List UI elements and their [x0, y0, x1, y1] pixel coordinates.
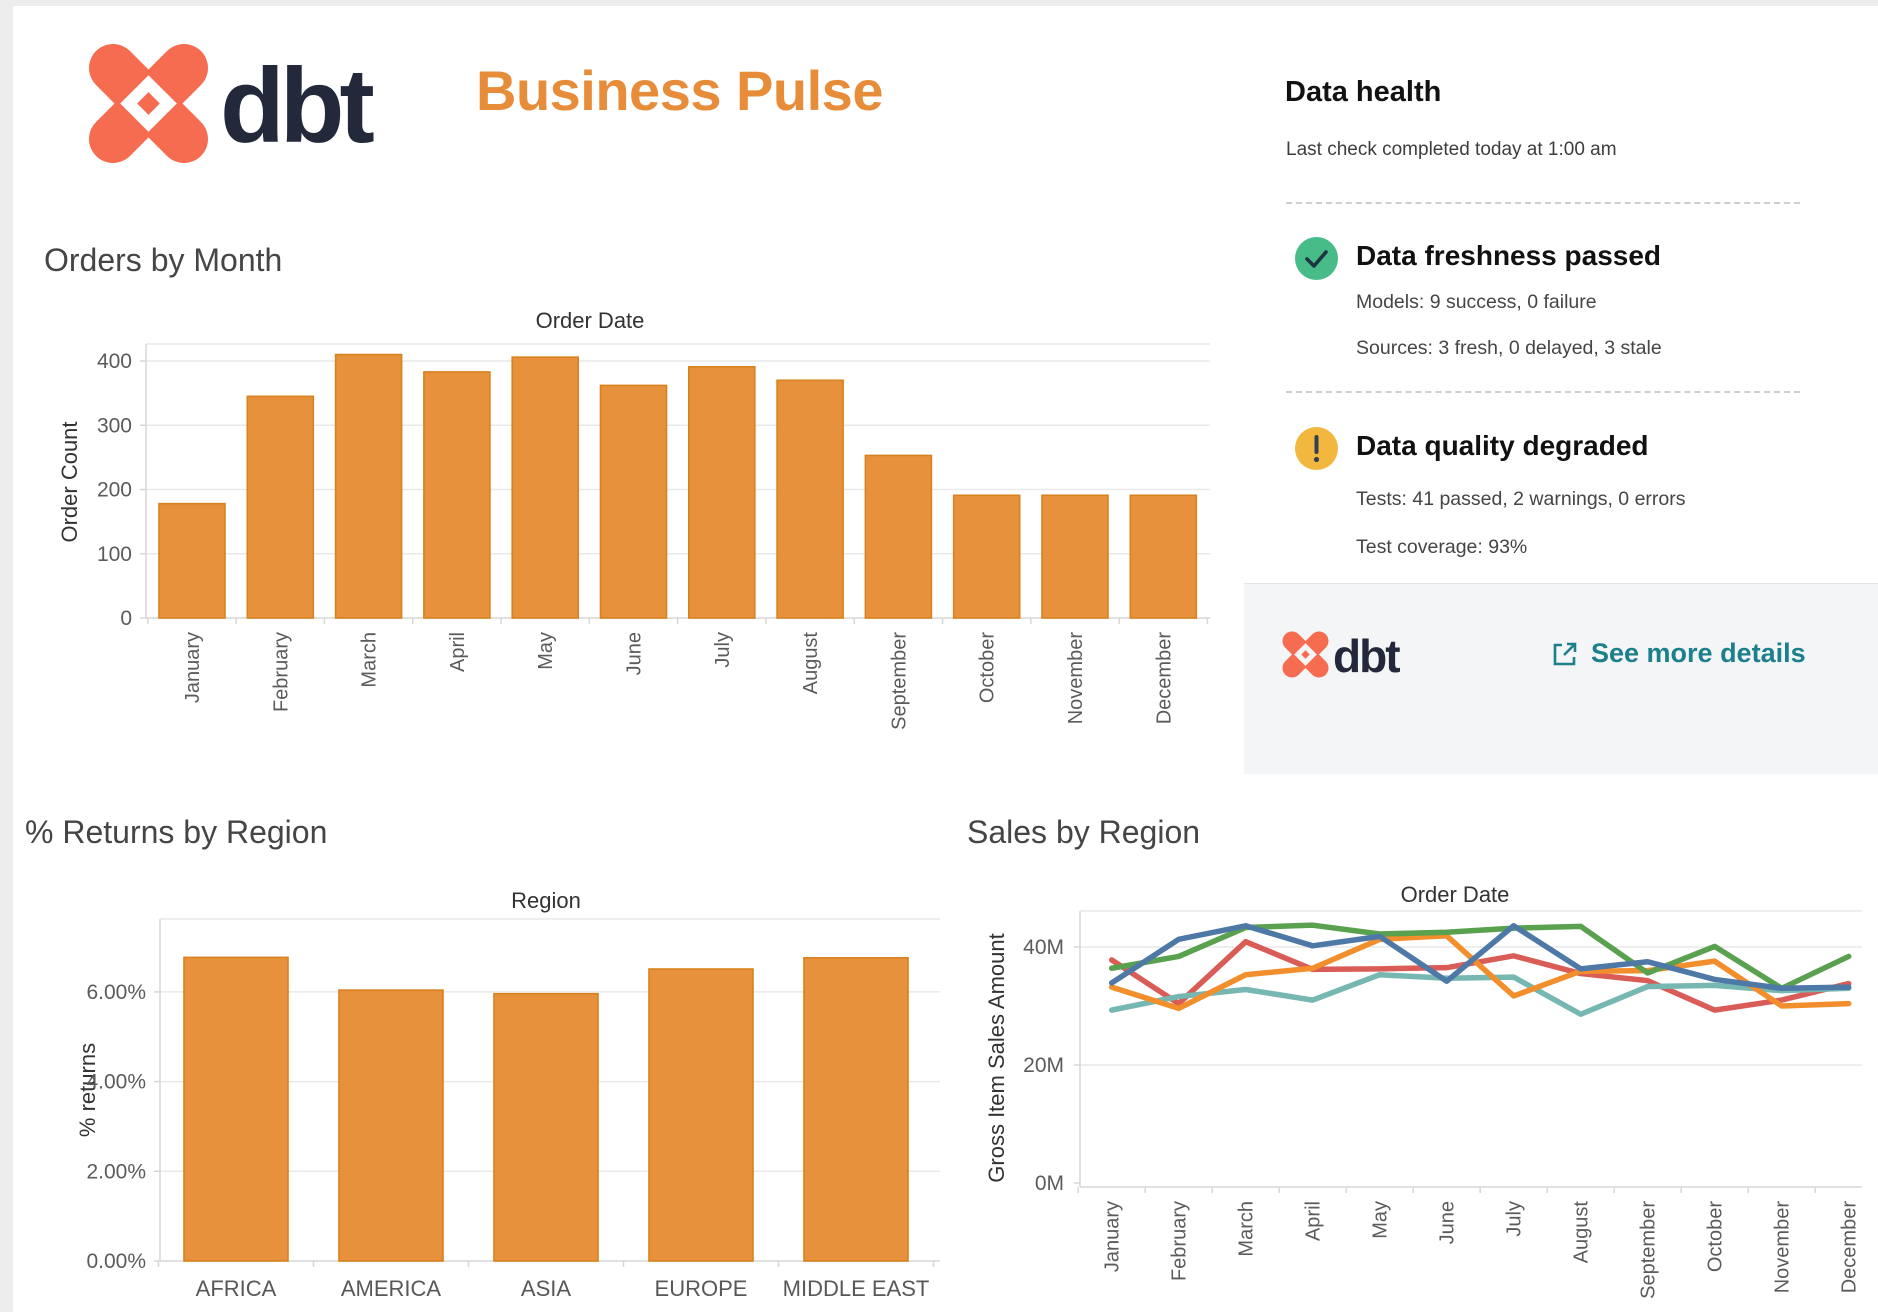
y-tick-label: 0.00% [86, 1250, 146, 1273]
x-tick-label: October [1705, 1201, 1727, 1272]
y-tick-label: 0M [1035, 1172, 1064, 1195]
x-tick-label: August [800, 632, 822, 695]
sales-yaxis-title: Gross Item Sales Amount [984, 933, 1009, 1183]
bar-August[interactable] [776, 379, 844, 619]
x-tick-label: May [535, 632, 557, 670]
x-tick-label: December [1839, 1201, 1861, 1294]
x-tick-label: October [977, 632, 999, 703]
line-series-teal[interactable] [1108, 971, 1852, 1018]
bar-June[interactable] [599, 384, 668, 619]
x-tick-label: November [1065, 632, 1087, 725]
x-tick-label: July [712, 632, 734, 668]
sales-xaxis-title: Order Date [1400, 882, 1510, 907]
warning-icon [1295, 427, 1338, 470]
x-tick-label: March [359, 632, 381, 688]
y-tick-label: 2.00% [86, 1160, 146, 1183]
x-tick-label: February [1169, 1201, 1191, 1281]
x-tick-label: August [1571, 1201, 1593, 1264]
freshness-models-line: Models: 9 success, 0 failure [1356, 291, 1597, 313]
page-title: Business Pulse [476, 59, 883, 122]
y-tick-label: 100 [97, 543, 132, 566]
line-series-red[interactable] [1108, 938, 1852, 1013]
y-tick-label: 200 [97, 479, 132, 502]
y-tick-label: 0 [120, 607, 132, 630]
bar-MIDDLE EAST[interactable] [803, 957, 909, 1262]
y-tick-label: 300 [97, 414, 132, 437]
data-health-title: Data health [1285, 76, 1442, 108]
dbt-logo-mark [1282, 631, 1329, 678]
check-icon [1295, 237, 1338, 280]
bar-March[interactable] [334, 353, 403, 619]
returns-yaxis-title: % returns [75, 1042, 100, 1138]
x-tick-label: February [270, 632, 292, 712]
x-tick-label: September [1638, 1201, 1660, 1299]
x-tick-label: ASIA [521, 1276, 571, 1301]
returns-xaxis-title: Region [511, 888, 581, 913]
freshness-status-title: Data freshness passed [1356, 240, 1662, 271]
x-tick-label: MIDDLE EAST [783, 1276, 930, 1301]
data-health-subtitle: Last check completed today at 1:00 am [1286, 139, 1617, 160]
bar-September[interactable] [864, 454, 933, 619]
see-more-details-label: See more details [1591, 638, 1806, 668]
bar-December[interactable] [1129, 494, 1198, 619]
x-tick-label: January [182, 632, 204, 703]
bar-April[interactable] [423, 371, 491, 619]
bar-AFRICA[interactable] [183, 956, 289, 1262]
quality-coverage-line: Test coverage: 93% [1356, 536, 1528, 558]
x-tick-label: April [447, 632, 469, 672]
x-tick-label: May [1370, 1201, 1392, 1239]
dbt-footer-logo: dbt [1282, 630, 1402, 682]
quality-status-title: Data quality degraded [1356, 430, 1649, 461]
y-tick-label: 40M [1023, 936, 1064, 959]
bar-January[interactable] [158, 502, 226, 619]
returns-chart-title: % Returns by Region [25, 814, 328, 850]
bar-AMERICA[interactable] [338, 989, 444, 1262]
bar-February[interactable] [246, 395, 315, 619]
x-tick-label: December [1153, 632, 1175, 725]
x-tick-label: July [1504, 1201, 1526, 1237]
bar-ASIA[interactable] [493, 992, 599, 1262]
y-tick-label: 6.00% [86, 981, 146, 1004]
x-tick-label: EUROPE [655, 1276, 748, 1301]
divider [1286, 202, 1800, 204]
orders-xaxis-title: Order Date [535, 308, 645, 333]
line-series-orange[interactable] [1108, 933, 1852, 1012]
bar-November[interactable] [1041, 494, 1109, 619]
orders-chart-title: Orders by Month [44, 242, 283, 278]
y-tick-label: 20M [1023, 1054, 1064, 1077]
x-tick-label: March [1236, 1201, 1258, 1257]
dbt-logo: dbt [89, 44, 378, 165]
external-link-icon [1553, 642, 1577, 665]
x-tick-label: November [1772, 1201, 1794, 1294]
window-edge-left [0, 0, 13, 1312]
x-tick-label: June [1437, 1201, 1459, 1244]
data-health-footer [1244, 583, 1878, 774]
divider [1286, 391, 1800, 393]
sales-chart-title: Sales by Region [967, 814, 1201, 850]
bar-EUROPE[interactable] [648, 968, 754, 1262]
dbt-footer-wordmark: dbt [1333, 630, 1400, 682]
x-tick-label: June [624, 632, 646, 675]
x-tick-label: AMERICA [341, 1276, 442, 1301]
bar-July[interactable] [687, 365, 756, 619]
dbt-logo-mark [89, 44, 208, 163]
freshness-sources-line: Sources: 3 fresh, 0 delayed, 3 stale [1356, 337, 1662, 359]
window-edge-top [0, 0, 1878, 6]
x-tick-label: April [1303, 1201, 1325, 1241]
bar-May[interactable] [511, 356, 580, 619]
bar-October[interactable] [952, 494, 1021, 619]
quality-tests-line: Tests: 41 passed, 2 warnings, 0 errors [1356, 488, 1686, 510]
line-series-green[interactable] [1108, 922, 1852, 992]
dbt-wordmark: dbt [220, 47, 373, 165]
line-series-blue[interactable] [1108, 923, 1852, 992]
x-tick-label: AFRICA [196, 1276, 277, 1301]
see-more-details-link[interactable]: See more details [1551, 638, 1806, 669]
x-tick-label: September [888, 632, 910, 730]
orders-yaxis-title: Order Count [57, 421, 82, 543]
y-tick-label: 400 [97, 350, 132, 373]
x-tick-label: January [1102, 1201, 1124, 1272]
